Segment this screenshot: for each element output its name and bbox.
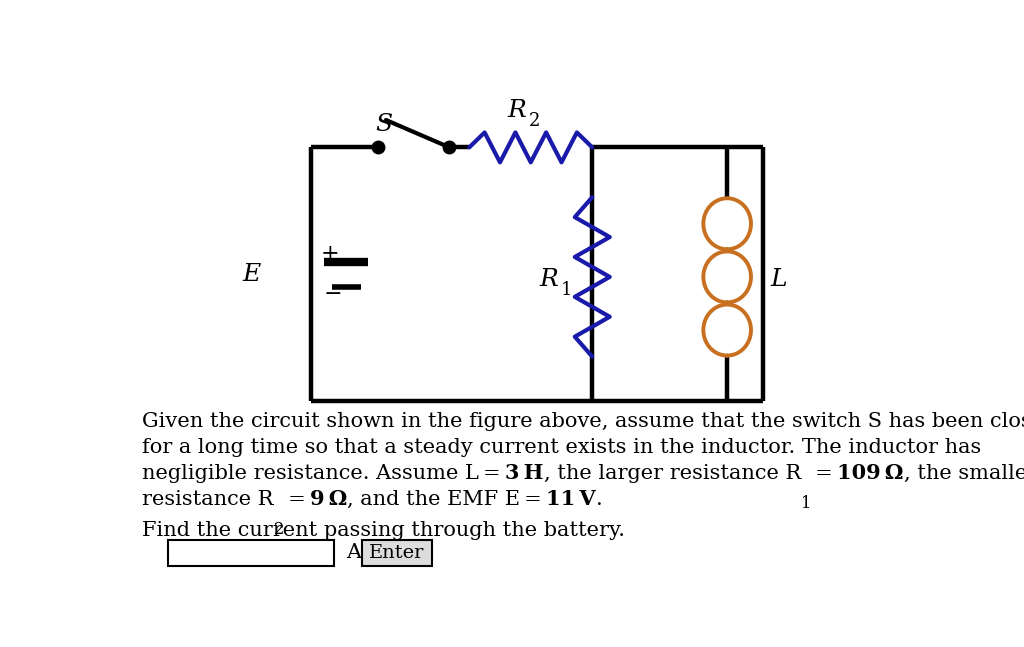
Bar	[362, 540, 432, 566]
Text: +: +	[322, 243, 340, 265]
Text: 109 Ω: 109 Ω	[837, 463, 903, 483]
Text: 11 V: 11 V	[546, 489, 596, 509]
Text: Enter: Enter	[370, 544, 425, 562]
Text: =: =	[811, 464, 837, 483]
Text: negligible resistance. Assume L =: negligible resistance. Assume L =	[142, 464, 505, 483]
Text: resistance R: resistance R	[142, 490, 273, 509]
Text: 2: 2	[273, 520, 284, 538]
Bar	[168, 540, 334, 566]
Text: .: .	[596, 490, 603, 509]
Text: , and the EMF E =: , and the EMF E =	[347, 490, 546, 509]
Text: 9 Ω: 9 Ω	[310, 489, 347, 509]
Text: 1: 1	[560, 281, 571, 300]
Text: Given the circuit shown in the figure above, assume that the switch S has been c: Given the circuit shown in the figure ab…	[142, 412, 1024, 431]
Text: 2: 2	[528, 112, 540, 130]
Text: L: L	[770, 268, 787, 291]
Text: =: =	[284, 490, 310, 509]
Text: R: R	[508, 98, 526, 122]
Text: 1: 1	[801, 494, 811, 512]
Text: Find the current passing through the battery.: Find the current passing through the bat…	[142, 521, 626, 540]
Text: for a long time so that a steady current exists in the inductor. The inductor ha: for a long time so that a steady current…	[142, 438, 982, 457]
Text: , the larger resistance R: , the larger resistance R	[544, 464, 801, 483]
Text: 3 H: 3 H	[505, 463, 544, 483]
Text: S: S	[376, 113, 393, 137]
Text: , the smaller: , the smaller	[903, 464, 1024, 483]
Text: −: −	[324, 283, 342, 305]
Text: E: E	[242, 263, 260, 286]
Text: A: A	[346, 543, 361, 562]
Text: R: R	[540, 268, 558, 291]
